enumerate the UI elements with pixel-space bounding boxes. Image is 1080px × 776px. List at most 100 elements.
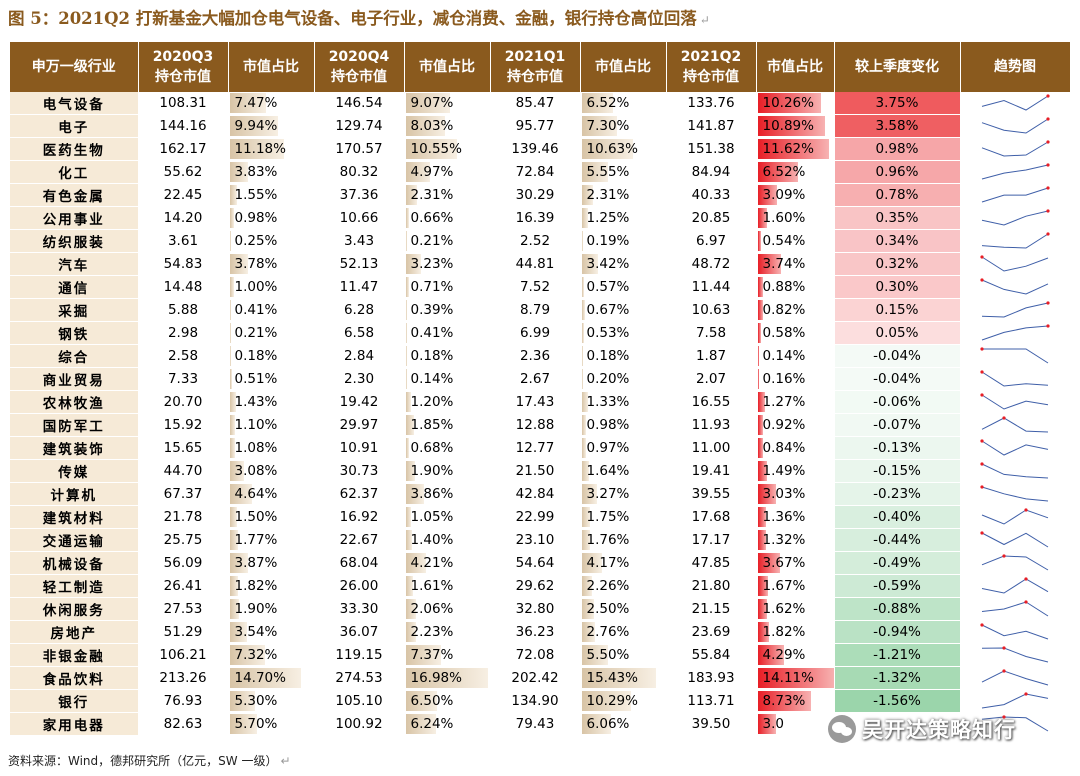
sparkline-max-marker [980, 255, 984, 259]
table-row: 化工 55.62 3.83% 80.32 4.97% 72.84 5.55% 84.94 6.5… [10, 160, 1071, 184]
table-row: 轻工制造 26.41 1.82% 26.00 1.61% 29.62 2.26% 21.80 1… [10, 574, 1071, 598]
trend-cell [960, 666, 1071, 690]
share-bar [405, 691, 438, 711]
value-cell: 134.90 [490, 689, 581, 713]
share-bar [581, 369, 584, 389]
share-cell: 0.41% [228, 298, 315, 322]
sparkline-line [981, 509, 1049, 525]
value-cell: 3.61 [138, 229, 229, 253]
share-text: 10.26% [762, 95, 814, 111]
share-cell: 7.37% [404, 643, 491, 667]
value-cell: 21.78 [138, 505, 229, 529]
value-cell: 6.58 [314, 321, 405, 345]
share-cell: 0.54% [756, 229, 835, 253]
share-cell: 0.18% [404, 344, 491, 368]
share-text: 11.62% [762, 141, 814, 157]
share-cell: 3.03% [756, 482, 835, 506]
share-cell: 2.31% [404, 183, 491, 207]
sparkline-line [981, 624, 1049, 640]
share-cell: 2.23% [404, 620, 491, 644]
value-cell: 170.57 [314, 137, 405, 161]
share-cell: 5.50% [580, 643, 667, 667]
share-cell: 16.98% [404, 666, 491, 690]
share-text: 1.90% [410, 463, 454, 479]
share-text: 3.87% [234, 555, 278, 571]
share-cell: 1.36% [756, 505, 835, 529]
trend-cell [960, 413, 1071, 437]
sparkline [980, 393, 1049, 410]
share-text: 1.85% [410, 417, 454, 433]
value-cell: 47.85 [666, 551, 757, 575]
table-row: 医药生物 162.17 11.18% 170.57 10.55% 139.46 10.63%… [10, 137, 1071, 161]
change-cell: 0.15% [834, 298, 961, 322]
sparkline [980, 347, 1049, 364]
value-cell: 68.04 [314, 551, 405, 575]
share-text: 1.40% [410, 532, 454, 548]
sparkline [981, 554, 1049, 571]
share-cell: 1.40% [404, 528, 491, 552]
share-bar [405, 185, 417, 205]
header-row: 申万一级行业 2020Q3 持仓市值 市值占比 2020Q4 持仓市值 市值占比 2021Q1… [10, 42, 1071, 92]
share-bar [405, 415, 415, 435]
share-cell: 1.05% [404, 505, 491, 529]
share-text: 2.23% [410, 624, 454, 640]
share-cell: 0.21% [228, 321, 315, 345]
share-cell: 1.77% [228, 528, 315, 552]
industry-cell: 综合 [10, 344, 139, 368]
header-change: 较上季度变化 [834, 42, 961, 92]
share-text: 9.94% [234, 118, 278, 134]
share-text: 2.06% [410, 601, 454, 617]
share-cell: 1.20% [404, 390, 491, 414]
share-text: 3.67% [762, 555, 806, 571]
value-cell: 7.58 [666, 321, 757, 345]
value-cell: 15.65 [138, 436, 229, 460]
value-cell: 2.36 [490, 344, 581, 368]
sparkline-line [981, 256, 1049, 272]
share-text: 14.11% [762, 670, 814, 686]
share-bar [405, 484, 425, 504]
share-cell: 0.97% [580, 436, 667, 460]
share-bar [581, 93, 614, 113]
value-cell: 44.81 [490, 252, 581, 276]
share-text: 3.0 [762, 716, 784, 732]
share-text: 1.10% [234, 417, 278, 433]
value-cell: 183.93 [666, 666, 757, 690]
sparkline-max-marker [980, 347, 984, 351]
share-bar [581, 576, 593, 596]
share-bar [757, 668, 833, 688]
share-cell: 10.55% [404, 137, 491, 161]
share-cell: 3.78% [228, 252, 315, 276]
value-cell: 17.43 [490, 390, 581, 414]
value-cell: 25.75 [138, 528, 229, 552]
industry-cell: 商业贸易 [10, 367, 139, 391]
table-row: 公用事业 14.20 0.98% 10.66 0.66% 16.39 1.25% 20.85 1… [10, 206, 1071, 230]
share-cell: 14.11% [756, 666, 835, 690]
share-cell: 0.53% [580, 321, 667, 345]
share-text: 0.84% [762, 440, 806, 456]
sparkline-line [981, 647, 1049, 663]
value-cell: 22.67 [314, 528, 405, 552]
share-text: 4.64% [234, 486, 278, 502]
trend-cell [960, 643, 1071, 667]
share-cell: 3.54% [228, 620, 315, 644]
sparkline [981, 186, 1050, 203]
value-cell: 119.15 [314, 643, 405, 667]
industry-cell: 食品饮料 [10, 666, 139, 690]
share-cell: 3.23% [404, 252, 491, 276]
share-bar [581, 461, 590, 481]
industry-cell: 房地产 [10, 620, 139, 644]
sparkline [981, 646, 1049, 663]
share-bar [581, 438, 587, 458]
share-cell: 8.73% [756, 689, 835, 713]
share-cell: 3.83% [228, 160, 315, 184]
share-bar [229, 507, 237, 527]
value-cell: 48.72 [666, 252, 757, 276]
table-row: 银行 76.93 5.30% 105.10 6.50% 134.90 10.29% 113.7… [10, 689, 1071, 713]
share-cell: 6.52% [756, 160, 835, 184]
share-cell: 1.25% [580, 206, 667, 230]
share-text: 1.00% [234, 279, 278, 295]
share-bar [405, 530, 413, 550]
trend-cell [960, 206, 1071, 230]
value-cell: 29.62 [490, 574, 581, 598]
watermark: 吴开达策略知行 [828, 712, 1068, 746]
